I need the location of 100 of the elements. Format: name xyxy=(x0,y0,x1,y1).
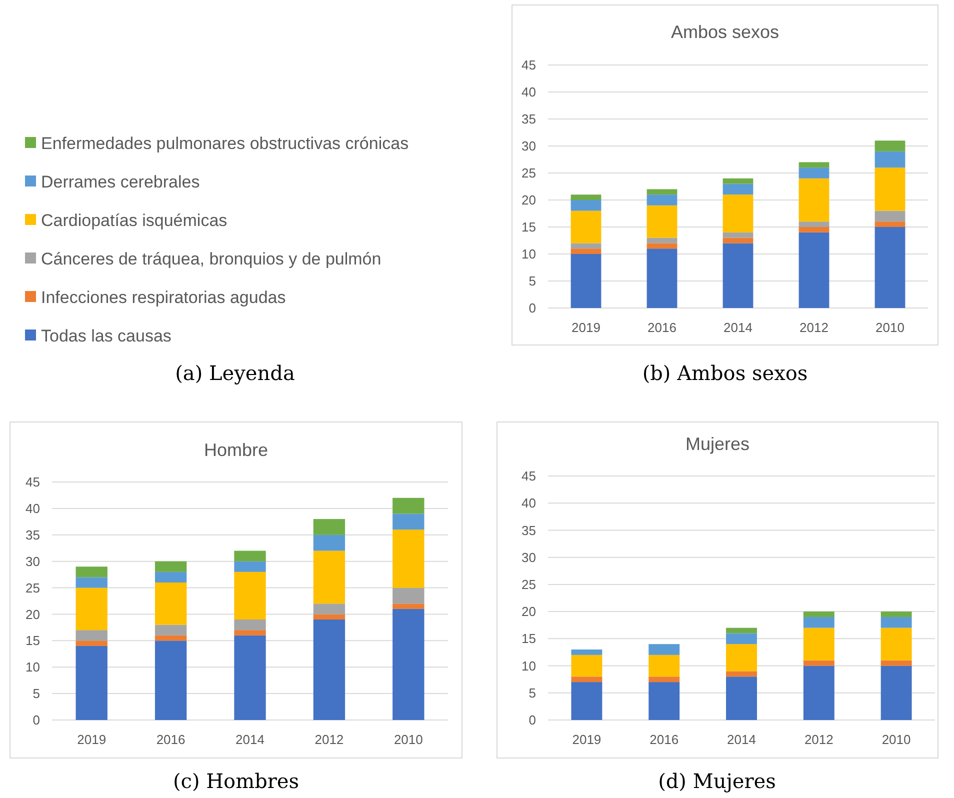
bar xyxy=(722,243,754,308)
x-tick-label: 2016 xyxy=(650,732,679,747)
bar xyxy=(874,168,906,211)
bar xyxy=(648,644,680,655)
y-tick-label: 40 xyxy=(522,496,536,511)
bar xyxy=(570,194,602,200)
bar xyxy=(798,162,830,168)
bar xyxy=(874,210,906,222)
bar xyxy=(570,254,602,308)
y-tick-label: 45 xyxy=(522,468,536,484)
x-tick-label: 2012 xyxy=(314,732,344,747)
y-tick-label: 15 xyxy=(522,631,536,646)
y-tick-label: 35 xyxy=(522,522,536,538)
bar xyxy=(880,628,912,660)
legend-label: Derrames cerebrales xyxy=(41,172,200,192)
y-tick-label: 30 xyxy=(26,554,40,569)
bar xyxy=(313,620,346,720)
bar xyxy=(798,232,830,308)
y-tick-label: 20 xyxy=(522,192,536,208)
bar xyxy=(874,140,906,152)
bar xyxy=(76,646,108,720)
bar xyxy=(234,561,266,572)
y-tick-label: 5 xyxy=(32,686,40,702)
bar xyxy=(234,635,266,720)
bar xyxy=(798,227,830,232)
bar xyxy=(570,243,602,249)
bar xyxy=(803,616,834,628)
bar xyxy=(722,184,754,195)
bar xyxy=(646,243,678,249)
bar xyxy=(154,572,187,582)
y-tick-label: 0 xyxy=(528,300,536,316)
y-tick-label: 35 xyxy=(26,527,40,542)
y-tick-label: 20 xyxy=(26,606,40,622)
y-tick-label: 25 xyxy=(522,576,536,592)
bar xyxy=(726,676,757,720)
bar xyxy=(726,671,757,677)
bar xyxy=(803,628,834,660)
bar xyxy=(392,530,424,588)
y-tick-label: 45 xyxy=(522,58,536,73)
y-tick-label: 5 xyxy=(528,685,536,700)
legend-label: Cardiopatías isquémicas xyxy=(41,210,228,230)
y-tick-label: 15 xyxy=(26,633,40,648)
bar xyxy=(392,604,424,609)
bar xyxy=(798,168,830,178)
bar xyxy=(874,151,906,168)
y-tick-label: 0 xyxy=(528,712,536,728)
bar xyxy=(570,200,602,211)
bar xyxy=(798,178,830,222)
y-tick-label: 10 xyxy=(522,658,536,674)
y-tick-label: 35 xyxy=(522,112,536,127)
bar xyxy=(646,238,678,244)
bar xyxy=(76,566,108,578)
bar xyxy=(392,588,424,604)
y-tick-label: 40 xyxy=(26,500,40,516)
bar xyxy=(803,666,834,720)
y-tick-label: 30 xyxy=(522,138,536,154)
bar xyxy=(76,630,108,641)
bar xyxy=(570,210,602,244)
bar xyxy=(313,519,346,535)
y-tick-label: 10 xyxy=(522,246,536,262)
y-tick-label: 5 xyxy=(528,274,536,289)
x-tick-label: 2019 xyxy=(572,732,602,747)
bar xyxy=(234,630,266,636)
bar xyxy=(646,248,678,308)
x-tick-label: 2012 xyxy=(804,732,834,747)
chart-title: Hombre xyxy=(204,440,268,460)
bar xyxy=(234,550,266,562)
x-tick-label: 2016 xyxy=(156,732,186,747)
x-tick-label: 2014 xyxy=(236,732,264,747)
bar xyxy=(880,660,912,666)
legend-label: Enfermedades pulmonares obstructivas crónicas xyxy=(41,134,409,153)
bar xyxy=(803,660,834,666)
y-tick-label: 40 xyxy=(522,84,536,100)
x-tick-label: 2016 xyxy=(648,320,676,335)
bar xyxy=(154,640,187,720)
x-tick-label: 2010 xyxy=(882,732,911,747)
bar xyxy=(313,614,346,620)
bar xyxy=(726,628,757,634)
bar xyxy=(76,588,108,630)
bar xyxy=(392,514,424,530)
bar xyxy=(313,604,346,614)
bar xyxy=(648,654,680,677)
y-tick-label: 10 xyxy=(26,660,40,675)
bar xyxy=(722,194,754,232)
bar xyxy=(874,222,906,227)
legend-label: Todas las causas xyxy=(41,326,172,346)
y-tick-label: 0 xyxy=(32,712,40,728)
bar xyxy=(880,616,912,628)
bar xyxy=(571,654,602,677)
bar xyxy=(571,650,602,655)
x-tick-label: 2019 xyxy=(572,320,600,335)
x-tick-label: 2012 xyxy=(800,320,828,335)
bar xyxy=(722,178,754,184)
bar xyxy=(803,612,834,617)
bar xyxy=(880,666,912,720)
y-tick-label: 25 xyxy=(522,166,536,181)
bar xyxy=(571,676,602,682)
bar xyxy=(726,644,757,672)
bar xyxy=(874,227,906,308)
chart-title: Ambos sexos xyxy=(670,22,780,42)
